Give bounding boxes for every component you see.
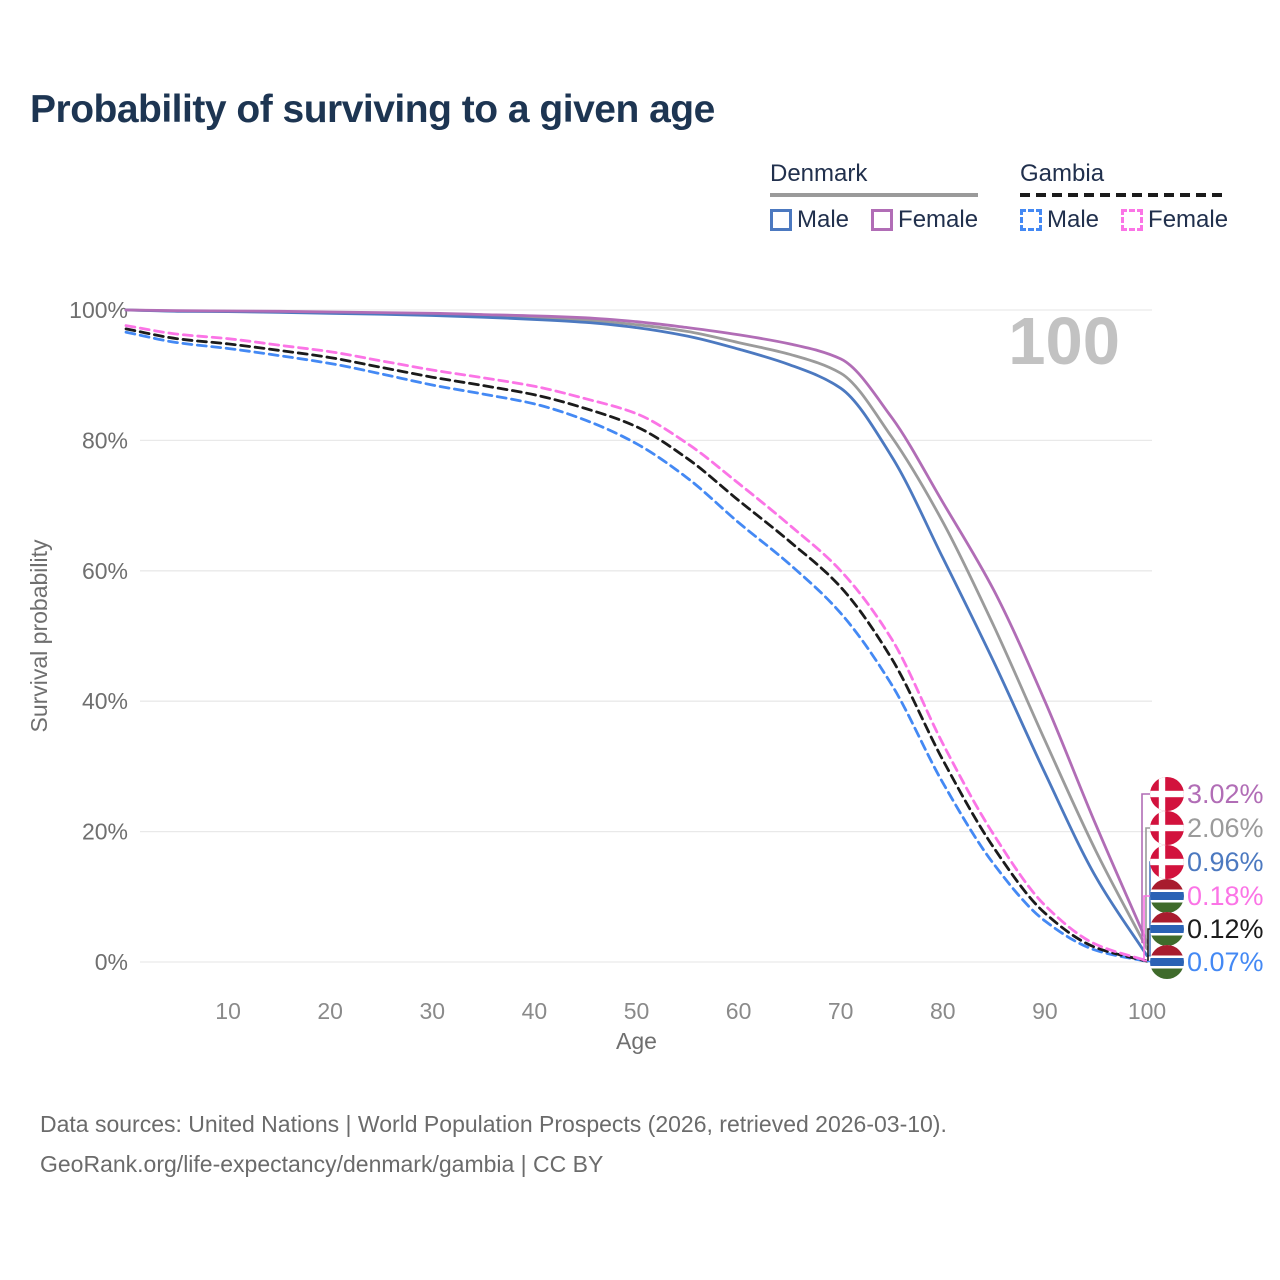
y-tick-label: 100% [69,297,128,323]
curve-gambia-female[interactable] [124,324,1149,963]
legend-item-label: Female [1148,206,1229,233]
legend-gambia-label[interactable]: Gambia [1020,160,1105,187]
gambia-flag-icon [1150,945,1184,979]
y-tick-label: 40% [82,688,128,714]
y-tick-label: 0% [95,949,128,975]
gambia-female-swatch [1121,209,1144,231]
x-tick-label: 70 [828,998,854,1024]
x-tick-label: 80 [930,998,956,1024]
legend-item-gambia-female[interactable]: Female [1121,206,1228,234]
legend-denmark-both-series-swatch [770,193,979,197]
x-tick-label: 20 [317,998,343,1024]
curve-gambia-both[interactable] [124,327,1149,963]
legend-item-denmark-female[interactable]: Female [871,206,978,234]
legend-group-gambia: Gambia Male Female [1020,160,1229,234]
x-tick-label: 30 [420,998,446,1024]
legend-item-label: Male [1047,206,1100,233]
denmark-female-swatch [871,209,894,231]
end-value-label: 2.06% [1187,813,1264,843]
legend-item-label: Female [898,206,979,233]
hovered-age-watermark: 100 [1008,304,1120,379]
gambia-flag-icon [1150,879,1184,913]
end-value-label: 0.12% [1187,914,1264,944]
end-value-label: 3.02% [1187,779,1264,809]
data-source-note: Data sources: United Nations | World Pop… [40,1104,947,1184]
y-tick-label: 20% [82,819,128,845]
legend-denmark-label[interactable]: Denmark [770,160,868,187]
legend-item-label: Male [797,206,850,233]
legend-item-gambia-male[interactable]: Male [1020,206,1099,234]
x-tick-label: 60 [726,998,752,1024]
y-axis-title: Survival probability [26,539,52,733]
x-tick-label: 90 [1032,998,1058,1024]
denmark-flag-icon [1150,777,1184,811]
y-tick-label: 60% [82,558,128,584]
curve-gambia-male[interactable] [124,330,1149,963]
end-value-label: 0.96% [1187,847,1264,877]
denmark-flag-icon [1150,811,1184,845]
gambia-flag-icon [1150,912,1184,946]
data-source-line: Data sources: United Nations | World Pop… [40,1111,947,1137]
end-value-label: 0.07% [1187,947,1264,977]
x-tick-label: 100 [1128,998,1166,1024]
legend-group-denmark: Denmark Male Female [770,160,979,234]
end-label-leader-line [1145,827,1151,950]
legend-item-denmark-male[interactable]: Male [770,206,849,234]
end-value-label: 0.18% [1187,881,1264,911]
x-tick-label: 50 [624,998,650,1024]
curve-denmark-female[interactable] [124,308,1149,944]
curve-denmark-both[interactable] [124,308,1149,950]
denmark-flag-icon [1150,845,1184,879]
gambia-male-swatch [1020,209,1042,231]
y-tick-label: 80% [82,427,128,453]
x-tick-label: 40 [522,998,548,1024]
x-tick-label: 10 [215,998,241,1024]
attribution-line: GeoRank.org/life-expectancy/denmark/gamb… [40,1151,604,1177]
denmark-male-swatch [770,209,792,231]
x-axis-title: Age [616,1028,657,1054]
curve-denmark-male[interactable] [124,308,1149,958]
legend-gambia-both-series-swatch [1020,193,1229,197]
end-label-leader-line [1143,895,1151,962]
chart-title: Probability of surviving to a given age [30,88,715,131]
